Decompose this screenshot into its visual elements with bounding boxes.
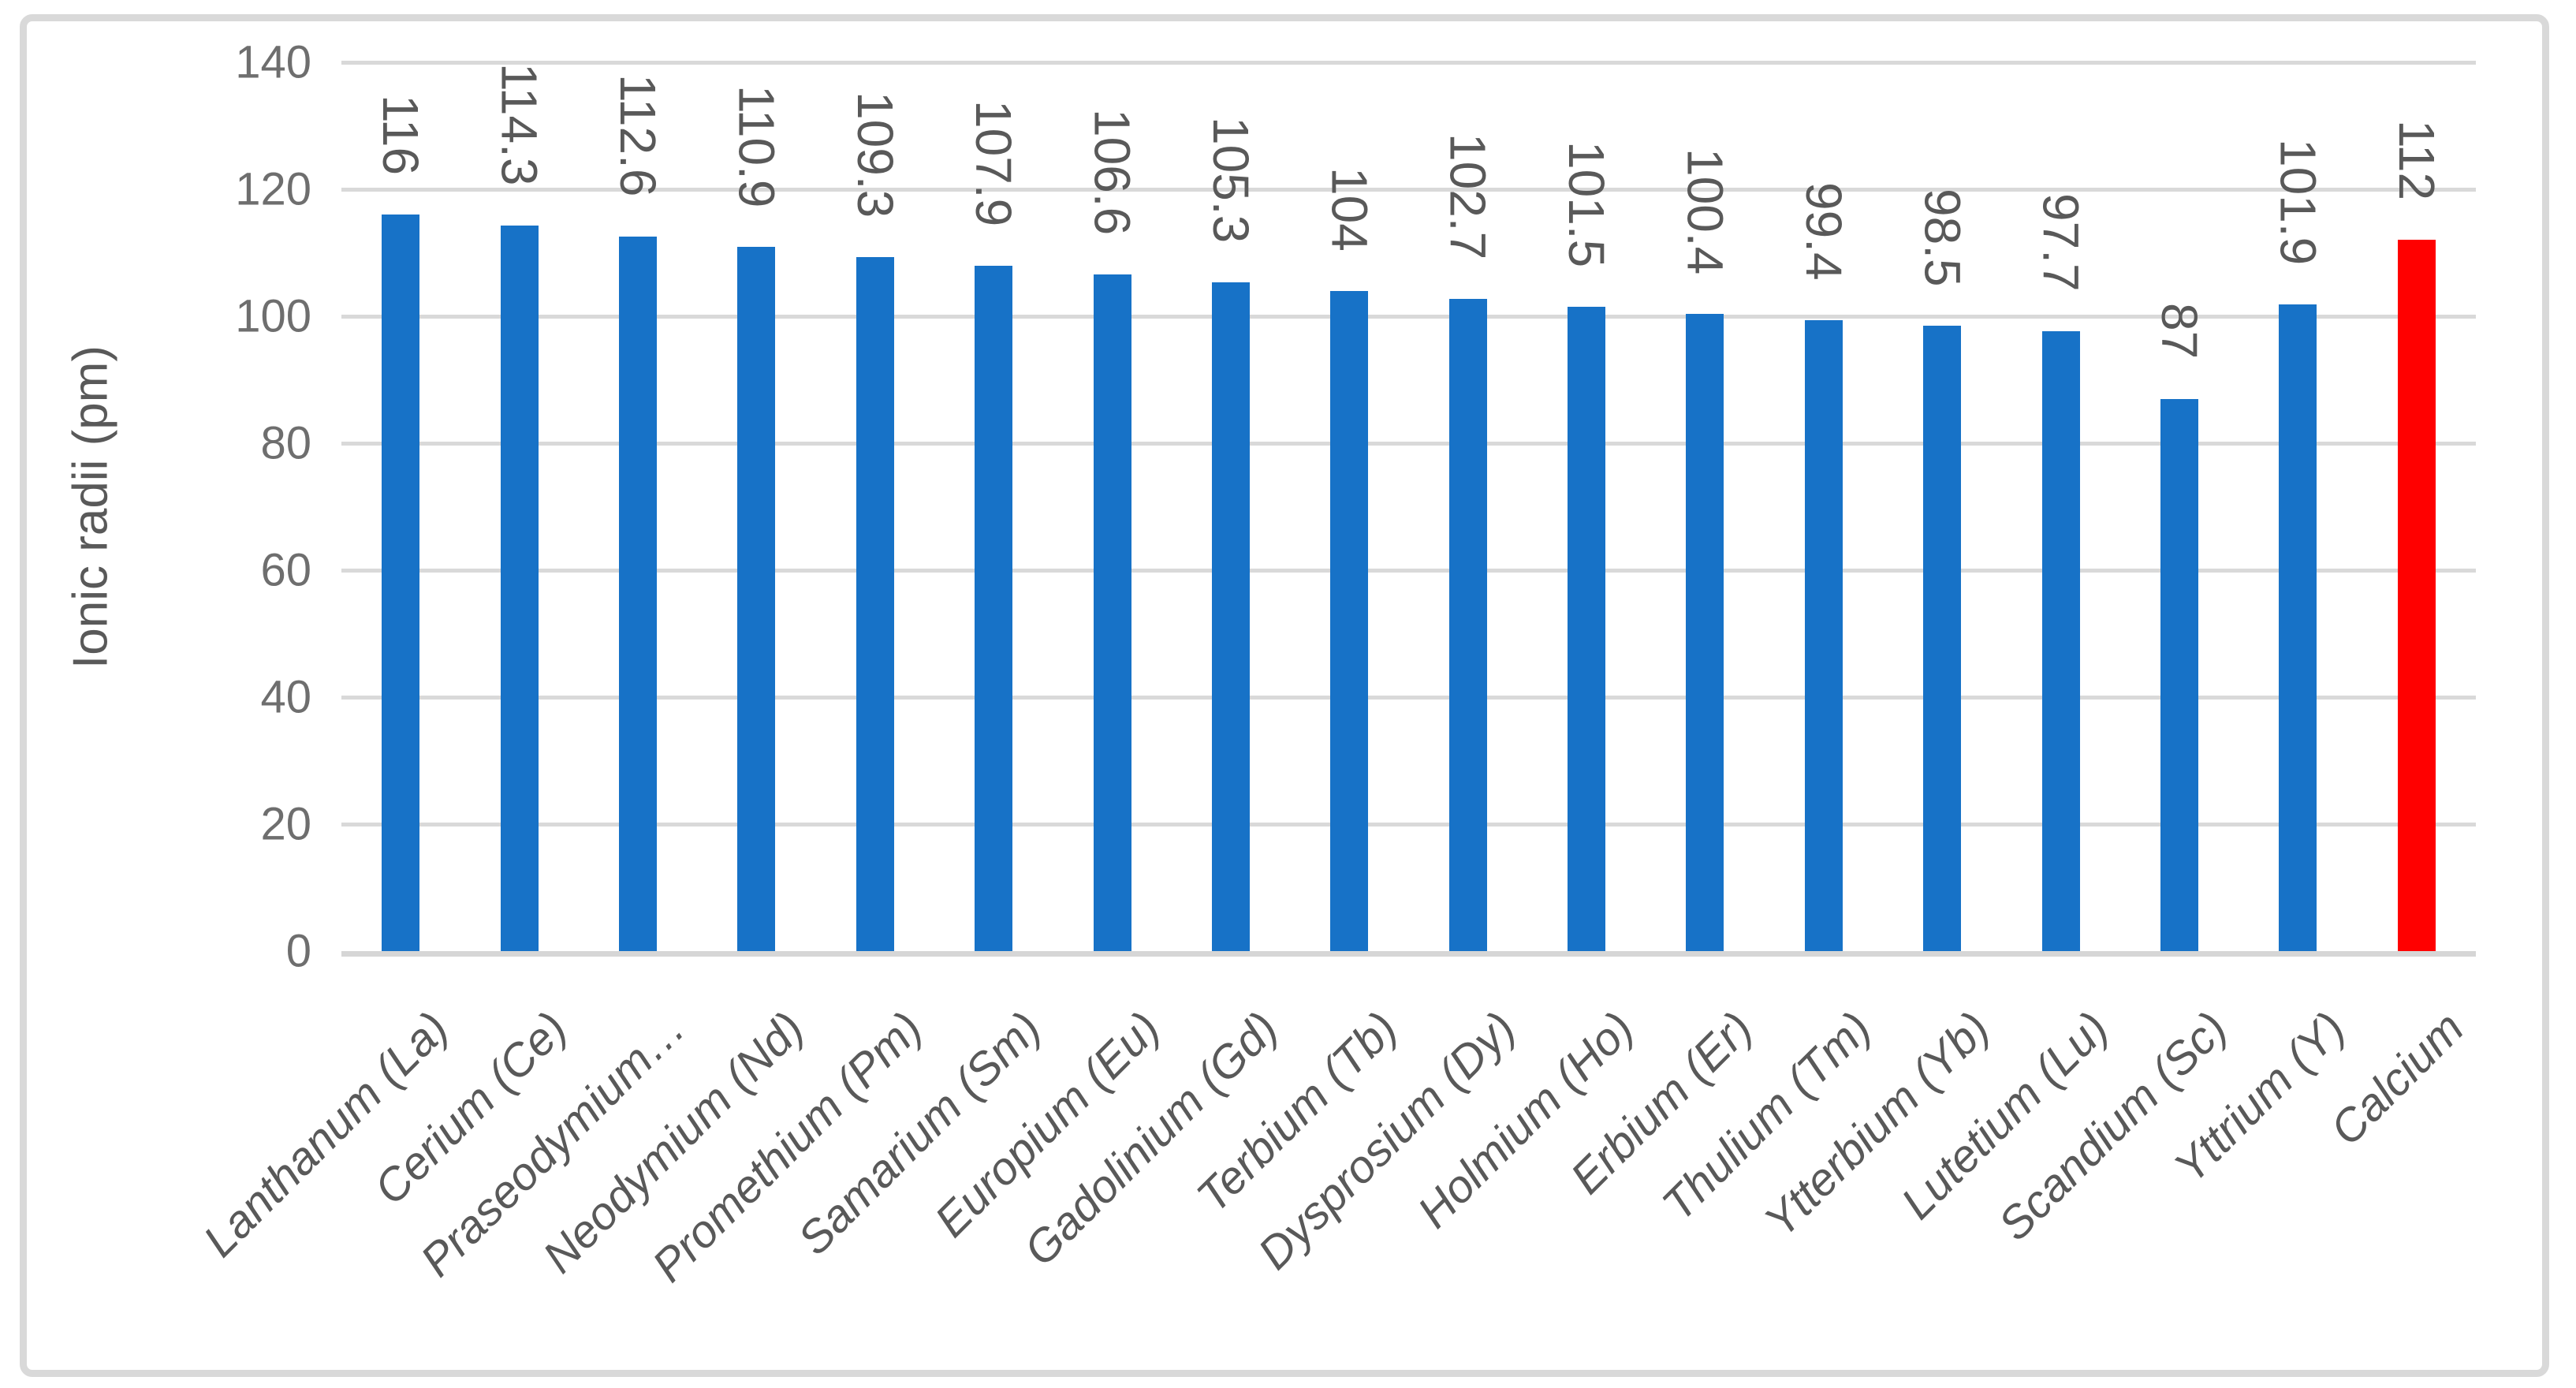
y-tick-label-0: 0	[285, 925, 311, 977]
bar-cerium-ce[interactable]	[500, 225, 539, 951]
category-cell-praseodymium: 112.6 Praseodymium…	[411, 62, 697, 1286]
bar-praseodymium[interactable]	[618, 236, 657, 951]
data-label-lanthanum-la: 116	[372, 95, 430, 176]
data-label-praseodymium: 112.6	[609, 74, 666, 197]
data-label-calcium: 112	[2388, 120, 2445, 201]
bar-calcium[interactable]	[2397, 240, 2436, 951]
gridline-60	[341, 568, 2476, 573]
category-cell-gadolinium-gd: 105.3 Gadolinium (Gd)	[1015, 62, 1290, 1275]
bar-erbium-er[interactable]	[1686, 313, 1724, 951]
data-label-terbium-tb: 104	[1321, 167, 1378, 252]
category-cell-erbium-er: 100.4 Erbium (Er)	[1561, 62, 1764, 1204]
gridline-20	[341, 822, 2476, 826]
x-axis-line	[341, 951, 2476, 957]
bar-dysprosium-dy[interactable]	[1448, 299, 1487, 951]
bar-lutetium-lu[interactable]	[2041, 330, 2080, 951]
y-tick-label-80: 80	[260, 417, 311, 469]
data-label-cerium-ce: 114.3	[490, 63, 548, 186]
bar-yttrium-y[interactable]	[2279, 304, 2317, 951]
data-label-promethium-pm: 109.3	[846, 91, 904, 218]
data-label-gadolinium-gd: 105.3	[1202, 117, 1259, 244]
category-cell-yttrium-y: 101.9 Yttrium (Y)	[2164, 62, 2357, 1193]
data-label-ytterbium-yb: 98.5	[1914, 188, 1971, 287]
bar-europium-eu[interactable]	[1093, 274, 1131, 951]
data-label-holmium-ho: 101.5	[1558, 140, 1616, 267]
data-label-erbium-er: 100.4	[1676, 147, 1734, 274]
category-cell-europium-eu: 106.6 Europium (Eu)	[925, 62, 1171, 1247]
gridline-120	[341, 187, 2476, 192]
category-cell-holmium-ho: 101.5 Holmium (Ho)	[1408, 62, 1646, 1238]
bar-ytterbium-yb[interactable]	[1923, 326, 1962, 951]
data-label-europium-eu: 106.6	[1083, 108, 1141, 235]
data-label-thulium-tm: 99.4	[1795, 182, 1852, 281]
bar-series: 116 Lanthanum (La) 114.3 Cerium (Ce) 112.6 Pr…	[193, 62, 2476, 1292]
category-cell-samarium-sm: 107.9 Samarium (Sm)	[788, 62, 1053, 1265]
y-tick-label-120: 120	[235, 163, 311, 215]
category-cell-dysprosium-dy: 102.7 Dysprosium (Dy)	[1248, 62, 1527, 1279]
y-tick-label-100: 100	[235, 290, 311, 342]
category-cell-thulium-tm: 99.4 Thulium (Tm)	[1653, 62, 1883, 1230]
category-cell-calcium: 112 Calcium	[2321, 62, 2476, 1155]
gridline-80	[341, 441, 2476, 446]
bar-lanthanum-la[interactable]	[382, 215, 420, 951]
plot-area: 116 Lanthanum (La) 114.3 Cerium (Ce) 112.6 Pr…	[193, 60, 2476, 1292]
bar-thulium-tm[interactable]	[1804, 319, 1843, 951]
category-cell-ytterbium-yb: 98.5 Ytterbium (Yb)	[1755, 62, 2001, 1248]
category-cell-terbium-tb: 104 Terbium (Tb)	[1187, 62, 1408, 1222]
y-axis-ticks: 0 20 40 60 80 100 120 140	[0, 0, 311, 1388]
gridline-140	[341, 60, 2476, 65]
bar-promethium-pm[interactable]	[856, 257, 894, 951]
data-label-lutetium-lu: 97.7	[2032, 192, 2090, 292]
y-tick-label-60: 60	[260, 544, 311, 596]
data-label-samarium-sm: 107.9	[965, 100, 1023, 227]
y-tick-label-40: 40	[260, 671, 311, 723]
bar-holmium-ho[interactable]	[1568, 306, 1606, 951]
category-cell-neodymium-nd: 110.9 Neodymium (Nd)	[533, 62, 815, 1283]
bar-samarium-sm[interactable]	[975, 266, 1013, 951]
y-tick-label-140: 140	[235, 36, 311, 88]
gridline-100	[341, 314, 2476, 319]
y-tick-label-20: 20	[260, 798, 311, 850]
bar-neodymium-nd[interactable]	[737, 247, 776, 951]
bar-scandium-sc[interactable]	[2160, 398, 2199, 951]
gridline-40	[341, 695, 2476, 700]
data-label-dysprosium-dy: 102.7	[1439, 133, 1497, 260]
bar-gadolinium-gd[interactable]	[1211, 282, 1250, 951]
data-label-neodymium-nd: 110.9	[728, 84, 785, 208]
data-label-yttrium-y: 101.9	[2269, 138, 2327, 265]
category-cell-scandium-sc: 87 Scandium (Sc)	[1989, 62, 2239, 1250]
data-label-scandium-sc: 87	[2151, 303, 2209, 360]
category-cell-cerium-ce: 114.3 Cerium (Ce)	[364, 62, 578, 1214]
category-cell-promethium-pm: 109.3 Promethium (Pm)	[643, 62, 934, 1292]
bar-terbium-tb[interactable]	[1330, 290, 1369, 951]
category-cell-lanthanum-la: 116 Lanthanum (La)	[193, 62, 460, 1267]
category-cell-lutetium-lu: 97.7 Lutetium (Lu)	[1892, 62, 2119, 1229]
